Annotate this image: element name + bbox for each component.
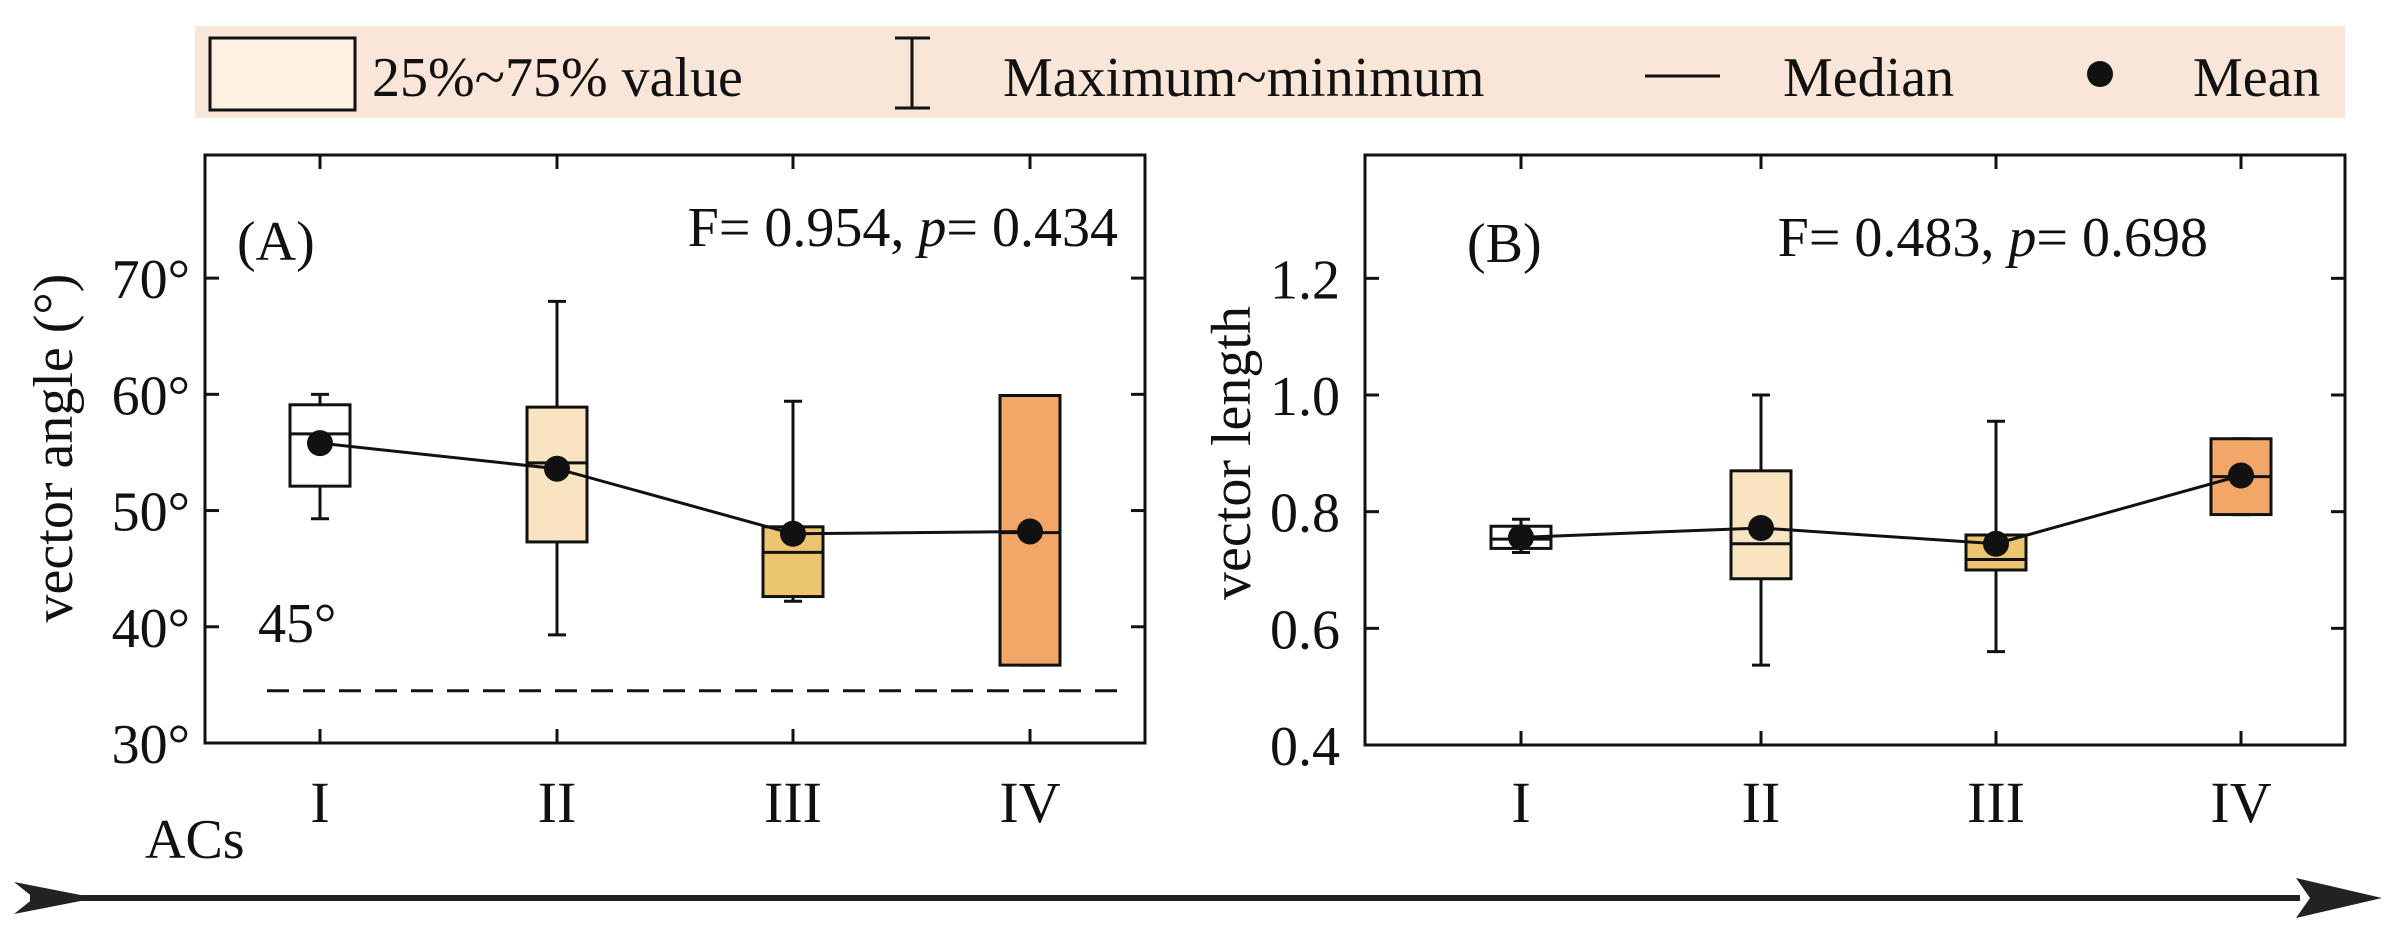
panel-b-y-tick-label: 0.4 <box>1270 716 1340 778</box>
legend-whisker-label: Maximum~minimum <box>1003 47 1484 109</box>
panel-a-mean-point <box>1017 518 1043 545</box>
panel-b-stats-p-symbol: p <box>2004 207 2036 269</box>
panel-a-y-tick-label: 50° <box>112 482 190 544</box>
panel-a-y-tick-label: 40° <box>112 598 190 660</box>
panel-a-stats: F= 0.954, p= 0.434 <box>688 197 1118 259</box>
panel-a-frame <box>203 153 1147 745</box>
legend-box-swatch <box>208 36 357 112</box>
panel-b-mean-point <box>2228 462 2254 489</box>
panel-a-stats-p: = 0.434 <box>946 197 1118 259</box>
legend-whisker-swatch <box>895 36 930 110</box>
panel-a-y-tick-label: 70° <box>112 249 190 311</box>
panel-b-mean-point <box>1748 515 1774 541</box>
panel-b-stats: F= 0.483, p= 0.698 <box>1778 207 2208 269</box>
panel-b-stats-p: = 0.698 <box>2036 207 2208 269</box>
panel-b-category-label: III <box>1967 770 2025 835</box>
panel-a-reference-label: 45° <box>258 593 336 655</box>
panel-a-mean-point <box>544 455 570 482</box>
panel-a-y-tick-label: 60° <box>112 365 190 427</box>
legend-mean-swatch <box>2087 61 2113 87</box>
panel-a: 30°40°50°60°70°I II III IV (A) F= 0.954, p=… <box>23 153 1147 835</box>
panel-b: 0.40.60.81.01.2I II III IV (B) F= 0.483, p=… <box>1201 153 2347 835</box>
panel-b-stats-f: F= 0.483, <box>1778 207 2009 269</box>
acs-label: ACs <box>145 809 245 871</box>
panel-b-y-tick-label: 0.6 <box>1270 599 1340 661</box>
panel-b-frame <box>1363 153 2347 747</box>
panel-b-mean-point <box>1508 524 1534 551</box>
arrow-tail <box>14 882 96 914</box>
panel-b-plot-area: 0.40.60.81.01.2I II III IV <box>1270 155 2345 835</box>
panel-a-category-label: III <box>764 770 822 835</box>
arrow-head <box>2296 878 2382 918</box>
legend-mean-label: Mean <box>2193 47 2321 109</box>
panel-a-mean-line <box>319 441 1031 536</box>
acs-direction-arrow <box>14 878 2382 918</box>
panel-a-label: (A) <box>237 211 315 273</box>
panel-b-category-label: I <box>1511 770 1530 835</box>
panel-a-category-label: IV <box>999 770 1060 835</box>
panel-b-box-IV <box>2209 437 2273 517</box>
panel-a-y-tick-label: 30° <box>112 714 190 776</box>
legend: 25%~75% value Maximum~minimum Median Mea… <box>195 26 2345 118</box>
panel-a-stats-p-symbol: p <box>914 197 946 259</box>
panel-a-mean-point <box>307 430 333 457</box>
legend-median-label: Median <box>1783 47 1954 109</box>
panel-a-box-III <box>761 399 825 603</box>
panel-b-y-tick-label: 1.0 <box>1270 366 1340 428</box>
legend-box-label: 25%~75% value <box>372 47 743 109</box>
panel-b-mean-point <box>1983 530 2009 557</box>
panel-a-category-label: I <box>310 770 329 835</box>
panel-b-label: (B) <box>1467 213 1542 275</box>
panel-a-category-label: II <box>538 770 577 835</box>
panel-b-category-label: IV <box>2210 770 2271 835</box>
panel-b-mean-line <box>1520 474 2242 546</box>
panel-a-y-axis-label: vector angle (°) <box>23 274 85 623</box>
panel-b-category-label: II <box>1742 770 1781 835</box>
panel-b-y-tick-label: 0.8 <box>1270 483 1340 545</box>
panel-a-plot-area: 30°40°50°60°70°I II III IV <box>112 155 1145 835</box>
panel-b-y-tick-label: 1.2 <box>1270 249 1340 311</box>
panel-b-y-axis-label: vector length <box>1201 306 1263 600</box>
panel-a-mean-point <box>780 520 806 547</box>
panel-a-stats-f: F= 0.954, <box>688 197 919 259</box>
panel-a-box-I <box>288 392 352 521</box>
legend-background <box>195 26 2345 118</box>
